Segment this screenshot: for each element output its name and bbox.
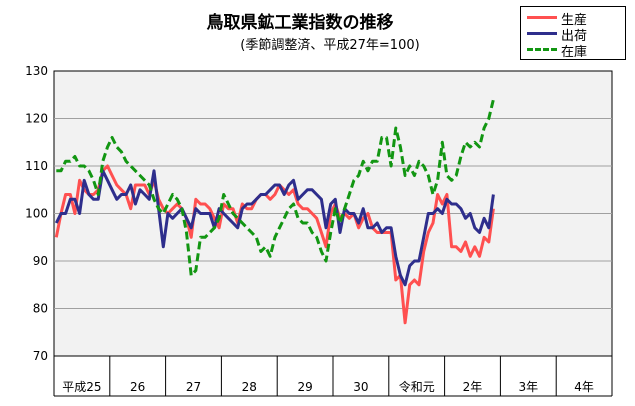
legend-label-inventory: 在庫 xyxy=(561,45,588,60)
x-tick-label: 26 xyxy=(130,380,145,394)
x-tick-label: 27 xyxy=(186,380,201,394)
x-tick-label: 平成25 xyxy=(62,380,101,394)
x-tick-label: 4年 xyxy=(574,380,594,394)
x-tick-label: 2年 xyxy=(463,380,483,394)
y-tick-label: 130 xyxy=(25,64,48,78)
legend-label-shipment: 出荷 xyxy=(561,29,588,44)
chart-subtitle: (季節調整済、平成27年=100) xyxy=(240,38,420,53)
x-tick-label: 28 xyxy=(242,380,257,394)
y-tick-label: 90 xyxy=(33,254,48,268)
chart-legend: 生産 出荷 在庫 xyxy=(520,6,626,60)
y-tick-label: 120 xyxy=(25,112,48,126)
x-tick-label: 3年 xyxy=(518,380,538,394)
legend-swatch-production xyxy=(527,16,557,19)
legend-swatch-inventory xyxy=(527,48,557,51)
x-tick-label: 29 xyxy=(297,380,312,394)
x-tick-label: 令和元 xyxy=(399,379,435,394)
y-tick-label: 70 xyxy=(33,349,48,363)
y-tick-label: 100 xyxy=(25,207,48,221)
legend-swatch-shipment xyxy=(527,32,557,35)
chart-title: 鳥取県鉱工業指数の推移 xyxy=(206,13,394,33)
y-tick-label: 80 xyxy=(33,302,48,316)
series-line-1 xyxy=(54,169,495,287)
series-line-0 xyxy=(54,164,495,325)
x-tick-label: 30 xyxy=(353,380,368,394)
y-tick-label: 110 xyxy=(25,159,48,173)
legend-label-production: 生産 xyxy=(561,13,588,28)
series-line-2 xyxy=(56,99,495,277)
